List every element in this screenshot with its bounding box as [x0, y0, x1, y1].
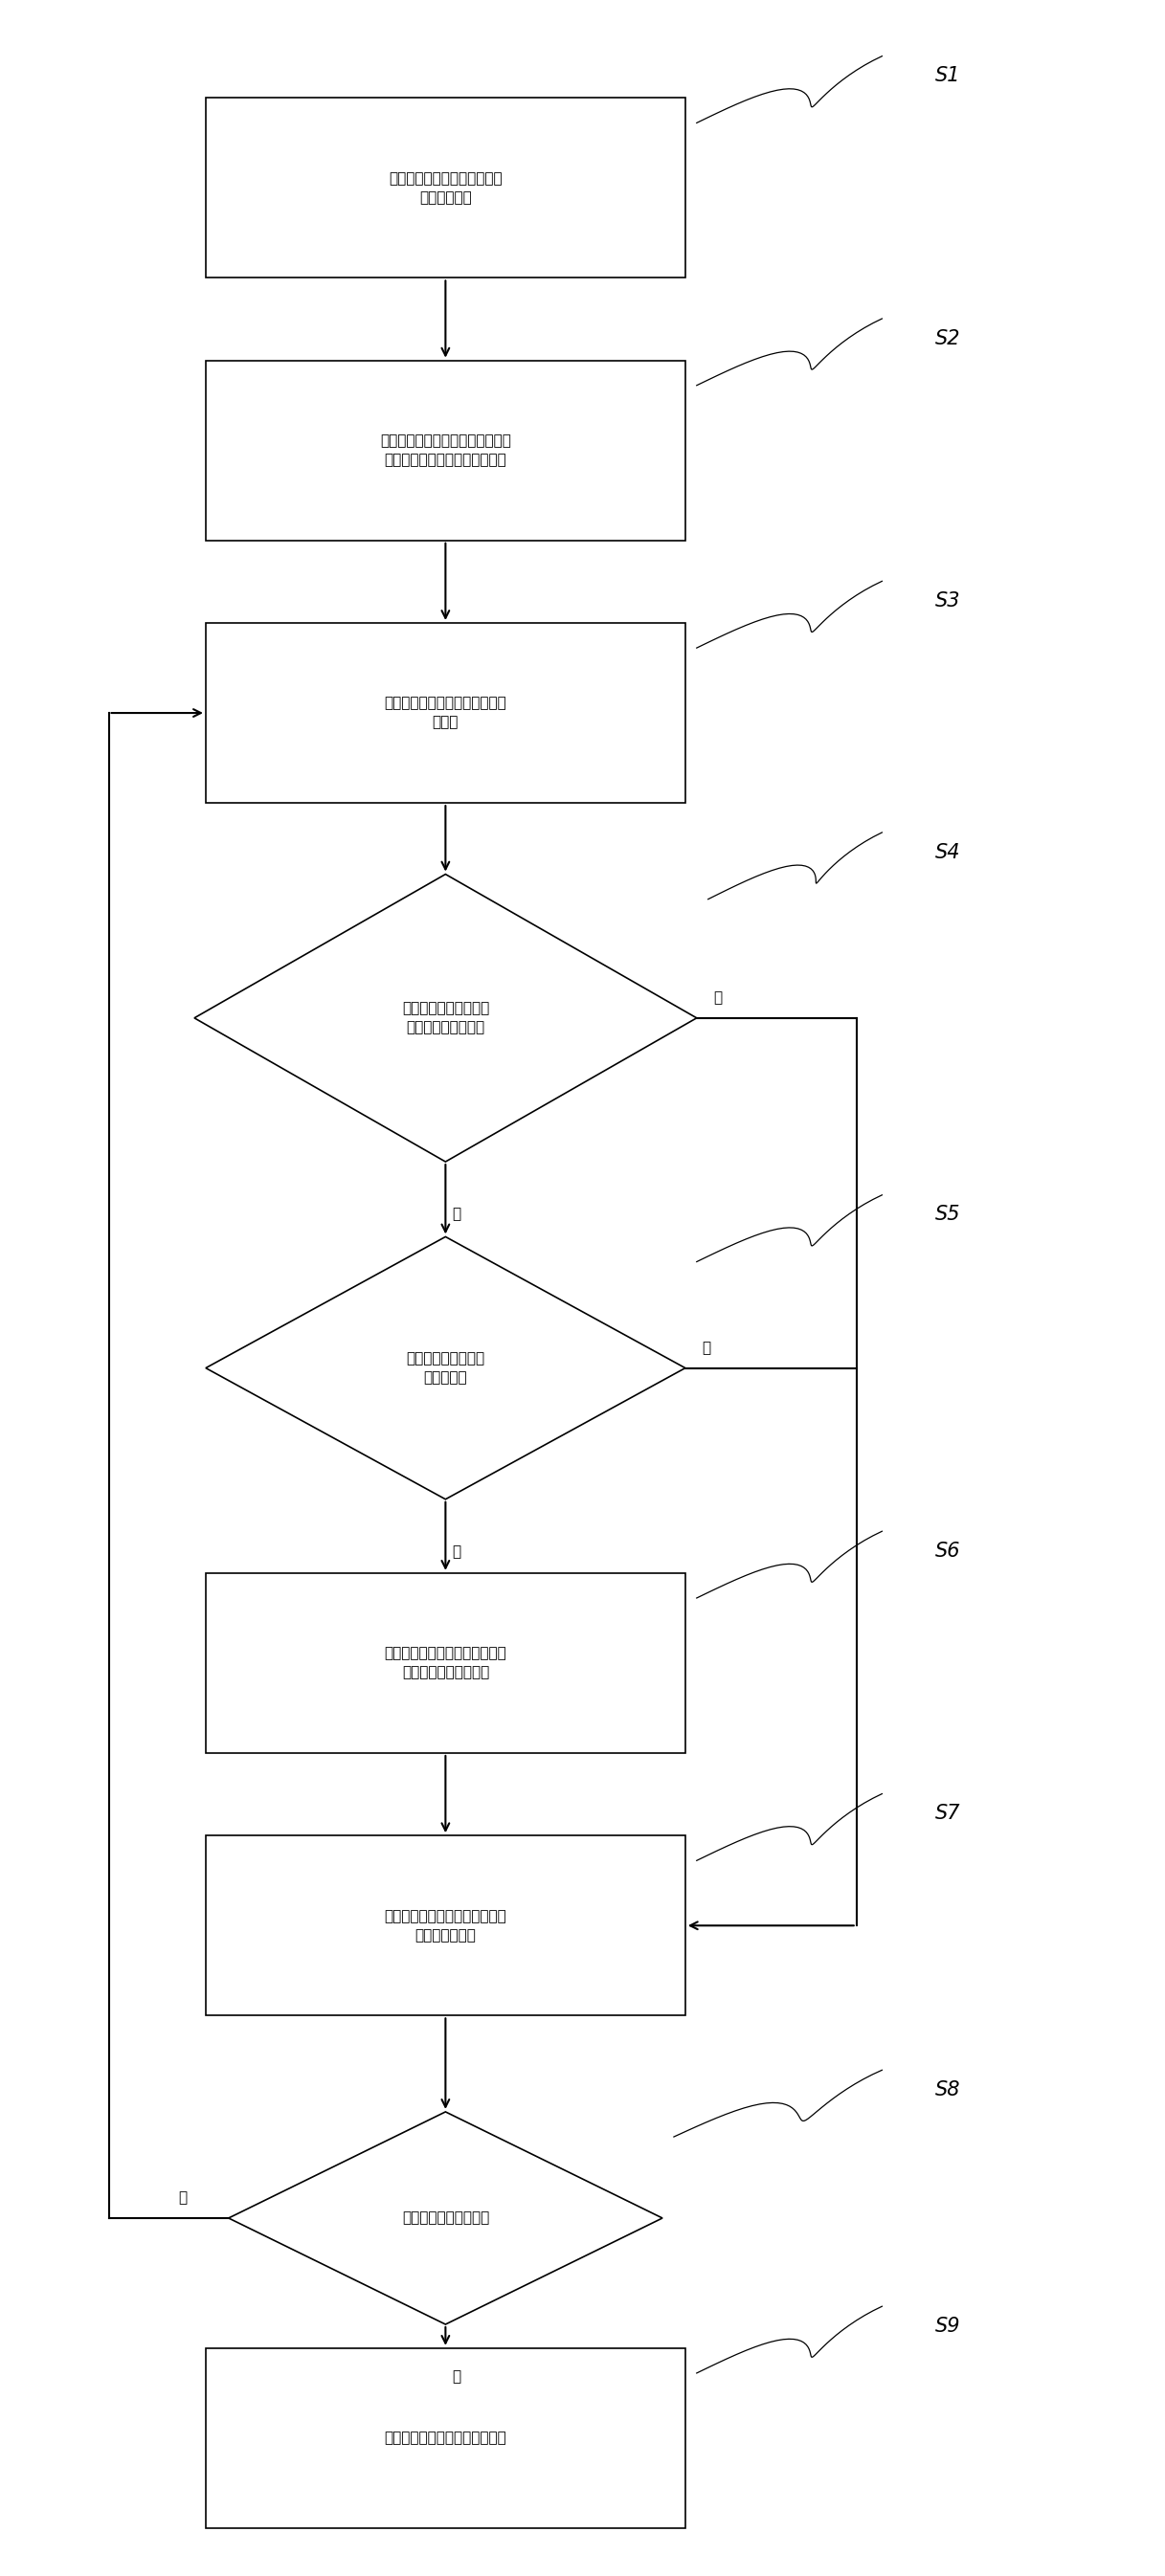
- Text: S4: S4: [935, 842, 960, 863]
- FancyBboxPatch shape: [206, 2349, 685, 2527]
- Polygon shape: [206, 1236, 685, 1499]
- FancyBboxPatch shape: [206, 1574, 685, 1754]
- Text: 是否首次获取所在城市
桩群的增量更新数据: 是否首次获取所在城市 桩群的增量更新数据: [402, 1002, 489, 1036]
- Text: S1: S1: [935, 67, 960, 85]
- Text: 是: 是: [452, 2370, 461, 2383]
- Text: S8: S8: [935, 2081, 960, 2099]
- Text: 否: 否: [178, 2192, 188, 2205]
- Text: S3: S3: [935, 592, 960, 611]
- Text: 构建所在城市的新上线桩群列表: 构建所在城市的新上线桩群列表: [384, 2432, 507, 2445]
- FancyBboxPatch shape: [206, 98, 685, 278]
- Text: 将获取的单元桩群信息所对应的
桩群标记为新上线桩群: 将获取的单元桩群信息所对应的 桩群标记为新上线桩群: [384, 1646, 507, 1680]
- Text: S2: S2: [935, 330, 960, 348]
- Text: 遍历新建链表并逐个获取单元桩
群信息: 遍历新建链表并逐个获取单元桩 群信息: [384, 696, 507, 729]
- Polygon shape: [228, 2112, 663, 2324]
- Text: S7: S7: [935, 1803, 960, 1824]
- Text: 否: 否: [452, 1206, 461, 1221]
- Text: 是: 是: [702, 1342, 711, 1355]
- Text: 是: 是: [714, 992, 722, 1005]
- Text: 是否已存在获取的单
元桩群信息: 是否已存在获取的单 元桩群信息: [407, 1352, 485, 1386]
- Text: 遍历新建链表是否结束: 遍历新建链表是否结束: [402, 2210, 489, 2226]
- Text: 否: 否: [452, 1543, 461, 1558]
- Text: S5: S5: [935, 1206, 960, 1224]
- Text: 将所在城市桩群的原始数据表和增
量更新数据合并构建成新建链表: 将所在城市桩群的原始数据表和增 量更新数据合并构建成新建链表: [380, 433, 511, 466]
- Text: 将获取的单元桩群信息更新至移
动终端本地缓存: 将获取的单元桩群信息更新至移 动终端本地缓存: [384, 1909, 507, 1942]
- FancyBboxPatch shape: [206, 361, 685, 541]
- Polygon shape: [195, 873, 697, 1162]
- Text: S6: S6: [935, 1540, 960, 1561]
- Text: 移动终端获取所在城市桩群的
增量更新数据: 移动终端获取所在城市桩群的 增量更新数据: [389, 170, 502, 204]
- FancyBboxPatch shape: [206, 1837, 685, 2014]
- Text: S9: S9: [935, 2316, 960, 2336]
- FancyBboxPatch shape: [206, 623, 685, 804]
